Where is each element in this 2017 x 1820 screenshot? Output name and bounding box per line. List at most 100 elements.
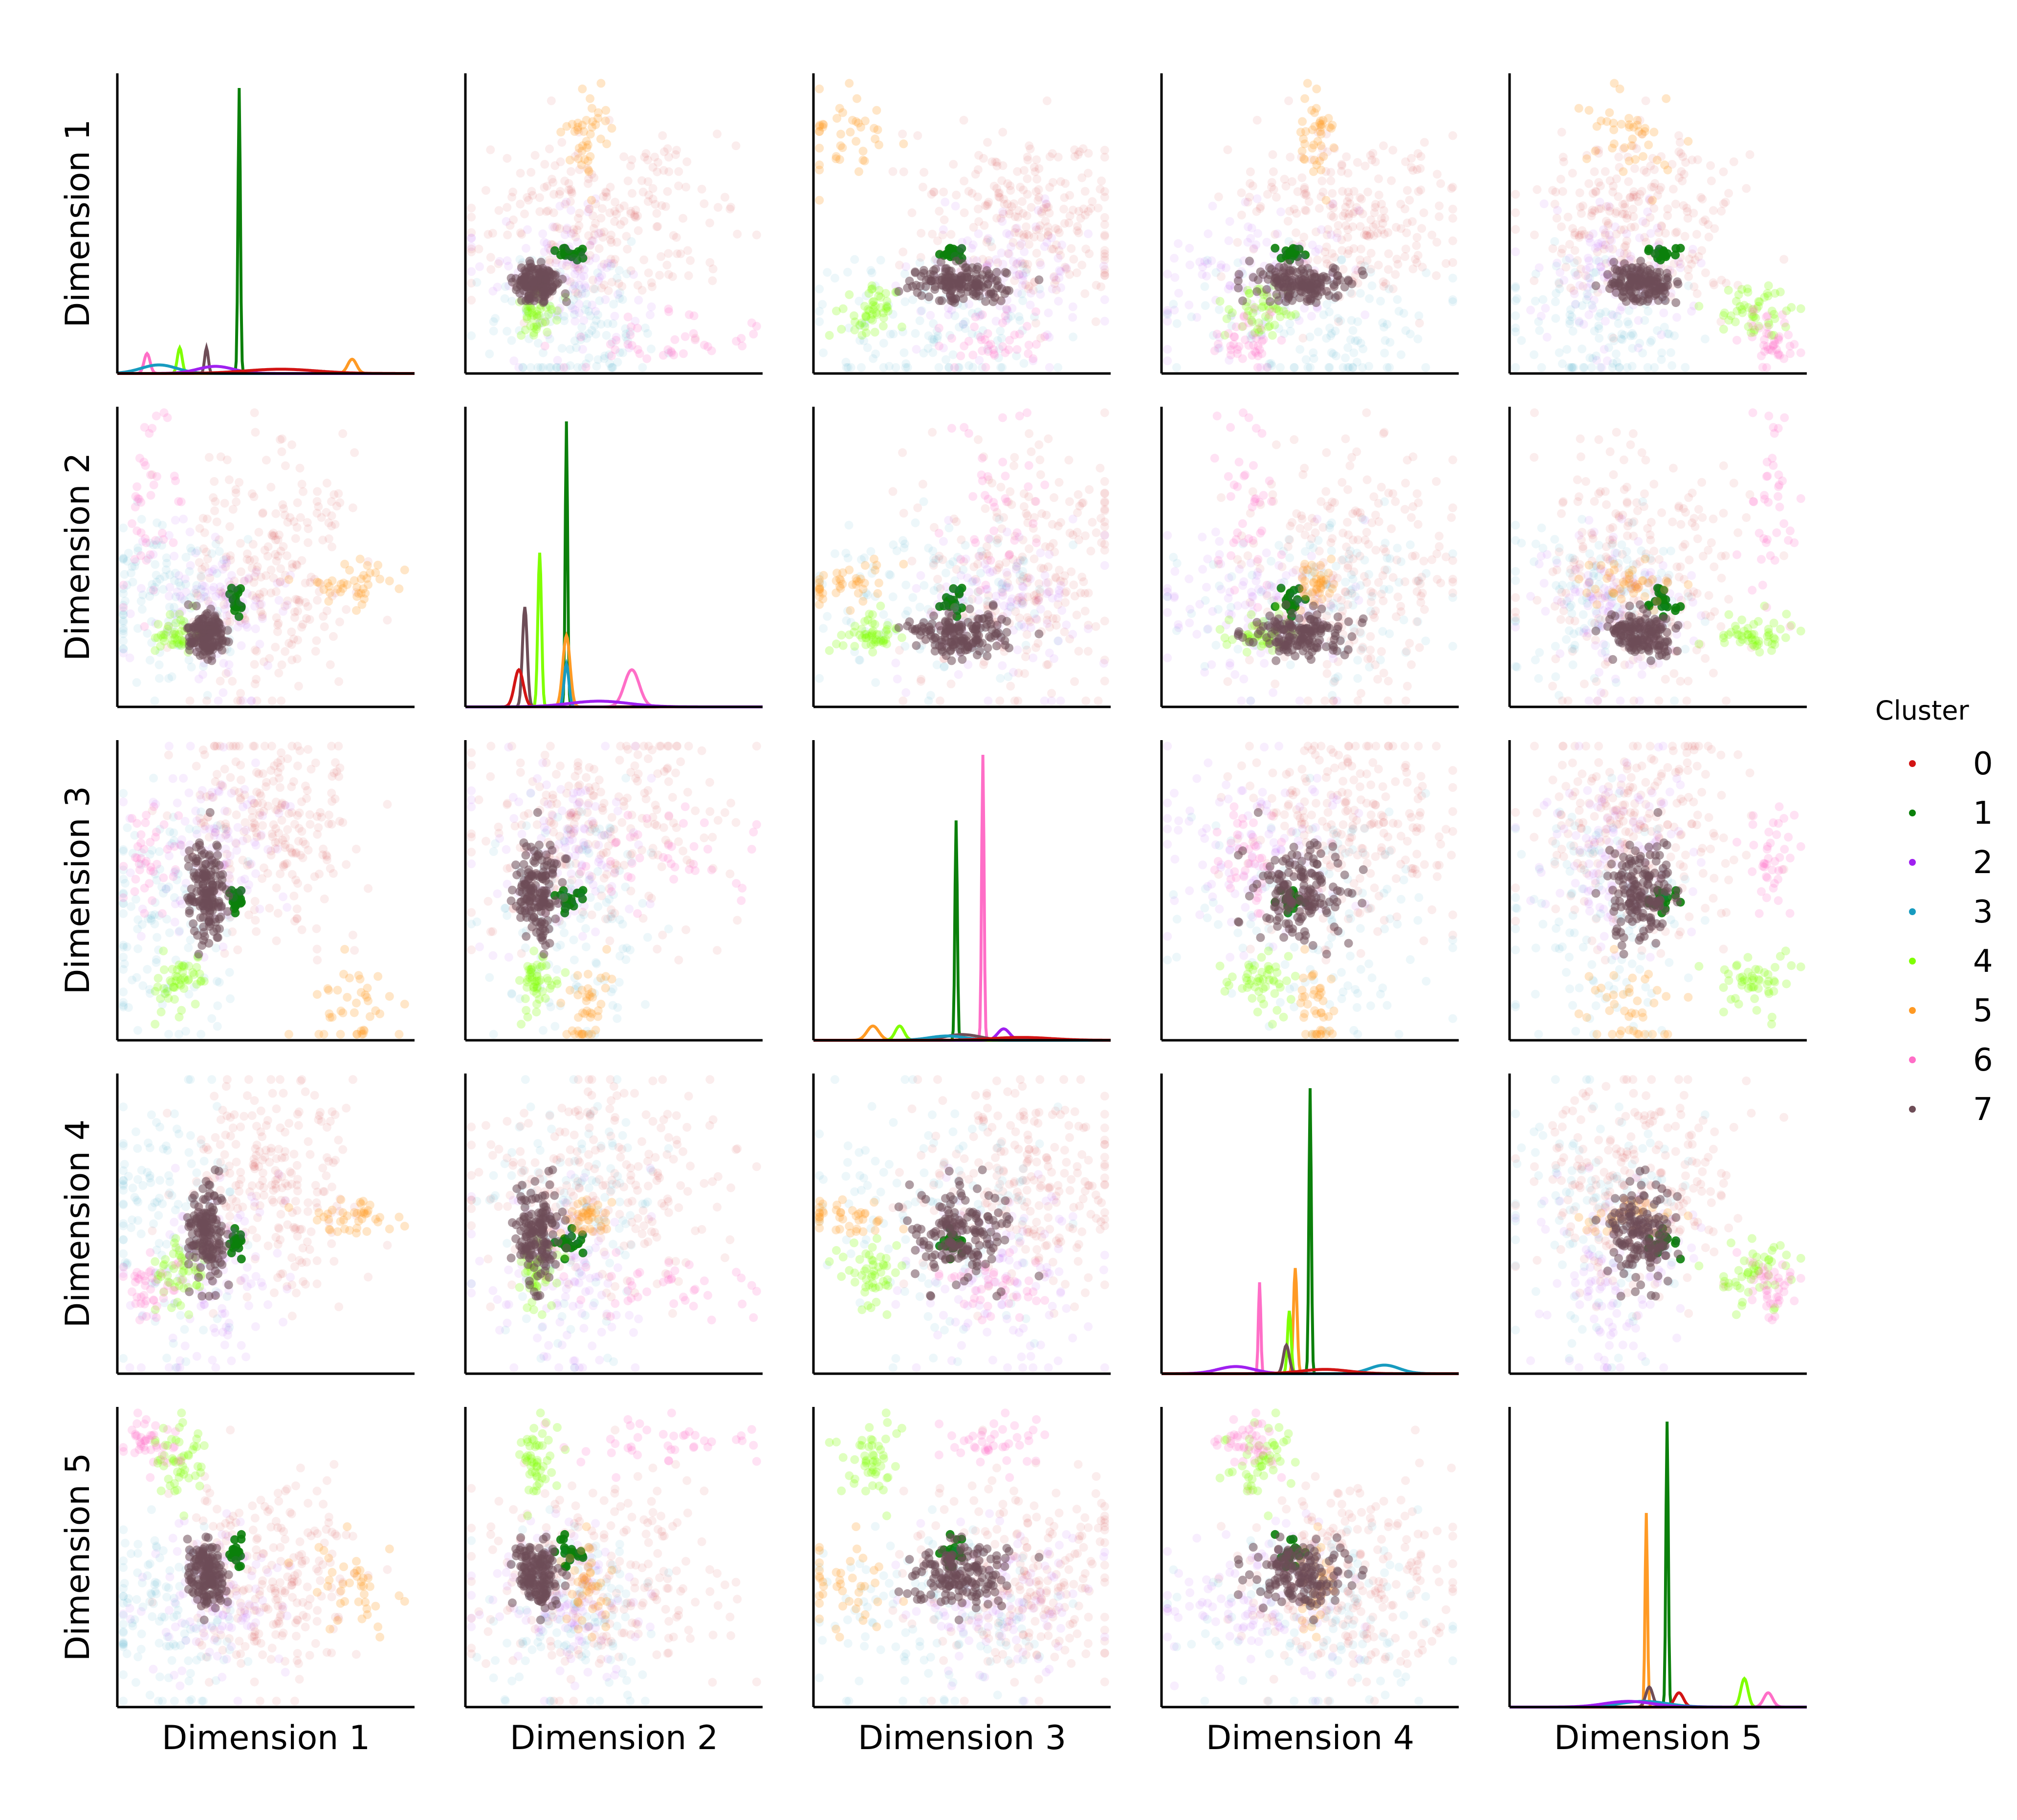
- point-cluster-0: [224, 475, 234, 484]
- point-cluster-5: [815, 196, 824, 205]
- point-cluster-5: [845, 79, 854, 88]
- point-cluster-4: [868, 610, 877, 619]
- point-cluster-2: [1100, 561, 1109, 570]
- point-cluster-6: [970, 322, 979, 331]
- point-cluster-0: [313, 487, 322, 496]
- point-cluster-3: [1626, 331, 1635, 340]
- point-cluster-3: [219, 555, 228, 565]
- point-cluster-3: [595, 296, 604, 306]
- point-cluster-2: [601, 295, 610, 304]
- point-cluster-2: [574, 300, 584, 309]
- point-cluster-3: [967, 577, 977, 587]
- point-cluster-6: [1029, 354, 1038, 363]
- point-cluster-0: [590, 173, 599, 182]
- point-cluster-3: [1422, 268, 1431, 278]
- point-cluster-0: [1078, 144, 1088, 153]
- point-cluster-2: [957, 243, 966, 253]
- point-cluster-7: [1034, 629, 1044, 638]
- point-cluster-3: [900, 642, 910, 651]
- point-cluster-6: [1790, 340, 1799, 349]
- point-cluster-3: [1397, 350, 1405, 359]
- point-cluster-7: [930, 646, 940, 656]
- point-cluster-0: [644, 191, 654, 199]
- point-cluster-6: [737, 334, 746, 343]
- point-cluster-3: [1552, 289, 1561, 298]
- point-cluster-0: [1577, 230, 1586, 240]
- point-cluster-3: [1309, 354, 1318, 363]
- point-cluster-6: [1015, 329, 1024, 339]
- point-cluster-2: [540, 238, 549, 247]
- point-cluster-0: [1353, 508, 1362, 517]
- point-cluster-0: [277, 447, 286, 457]
- point-cluster-0: [725, 204, 735, 214]
- point-cluster-0: [1019, 230, 1028, 240]
- point-cluster-0: [1552, 214, 1561, 223]
- point-cluster-0: [1420, 605, 1429, 614]
- point-cluster-6: [130, 555, 139, 564]
- point-cluster-5: [836, 141, 845, 151]
- point-cluster-0: [591, 199, 600, 209]
- point-cluster-0: [1401, 696, 1410, 705]
- point-cluster-0: [1742, 184, 1751, 193]
- point-cluster-0: [556, 187, 565, 196]
- point-cluster-3: [162, 559, 172, 568]
- point-cluster-0: [1696, 193, 1706, 202]
- point-cluster-3: [1660, 323, 1669, 332]
- point-cluster-5: [815, 84, 824, 93]
- point-cluster-3: [919, 349, 928, 358]
- point-cluster-6: [1023, 408, 1031, 417]
- point-cluster-0: [520, 319, 529, 328]
- point-cluster-7: [1618, 291, 1627, 301]
- point-cluster-0: [1022, 211, 1031, 220]
- point-cluster-0: [933, 236, 942, 245]
- point-cluster-7: [1359, 270, 1368, 280]
- point-cluster-2: [493, 283, 502, 292]
- point-cluster-2: [998, 217, 1007, 226]
- point-cluster-2: [214, 696, 223, 705]
- point-cluster-0: [1642, 168, 1651, 177]
- point-cluster-0: [1388, 146, 1398, 155]
- point-cluster-3: [581, 289, 590, 298]
- point-cluster-0: [1401, 244, 1410, 254]
- point-cluster-3: [552, 363, 562, 372]
- point-cluster-3: [1314, 327, 1323, 336]
- point-cluster-2: [179, 514, 188, 524]
- point-cluster-0: [1393, 592, 1403, 602]
- point-cluster-7: [960, 282, 969, 291]
- point-cluster-0: [939, 187, 948, 197]
- point-cluster-3: [151, 560, 160, 569]
- point-cluster-7: [947, 278, 956, 287]
- point-cluster-0: [1533, 185, 1542, 194]
- point-cluster-0: [980, 221, 989, 230]
- point-cluster-0: [697, 184, 706, 194]
- point-cluster-3: [618, 348, 628, 357]
- point-cluster-2: [591, 253, 600, 263]
- point-cluster-3: [1172, 363, 1181, 372]
- point-cluster-3: [911, 329, 920, 338]
- point-cluster-4: [544, 310, 553, 319]
- point-cluster-2: [569, 254, 578, 263]
- point-cluster-7: [963, 272, 972, 282]
- point-cluster-0: [1035, 455, 1045, 464]
- point-cluster-0: [482, 186, 490, 195]
- point-cluster-2: [1002, 229, 1011, 238]
- point-cluster-4: [897, 322, 906, 331]
- point-cluster-3: [1018, 567, 1028, 576]
- point-cluster-6: [986, 556, 995, 565]
- point-cluster-0: [731, 141, 741, 151]
- point-cluster-3: [605, 359, 614, 368]
- point-cluster-0: [1013, 696, 1023, 705]
- point-cluster-0: [1371, 546, 1381, 555]
- point-cluster-0: [1575, 188, 1584, 197]
- point-cluster-0: [304, 538, 313, 547]
- point-cluster-2: [647, 302, 656, 311]
- point-cluster-4: [1275, 312, 1285, 322]
- point-cluster-2: [1011, 271, 1021, 280]
- point-cluster-0: [1693, 155, 1702, 164]
- point-cluster-3: [1567, 312, 1577, 322]
- point-cluster-7: [935, 296, 944, 306]
- point-cluster-3: [192, 581, 201, 590]
- point-cluster-0: [292, 654, 302, 663]
- point-cluster-2: [548, 222, 557, 231]
- point-cluster-6: [1231, 322, 1241, 331]
